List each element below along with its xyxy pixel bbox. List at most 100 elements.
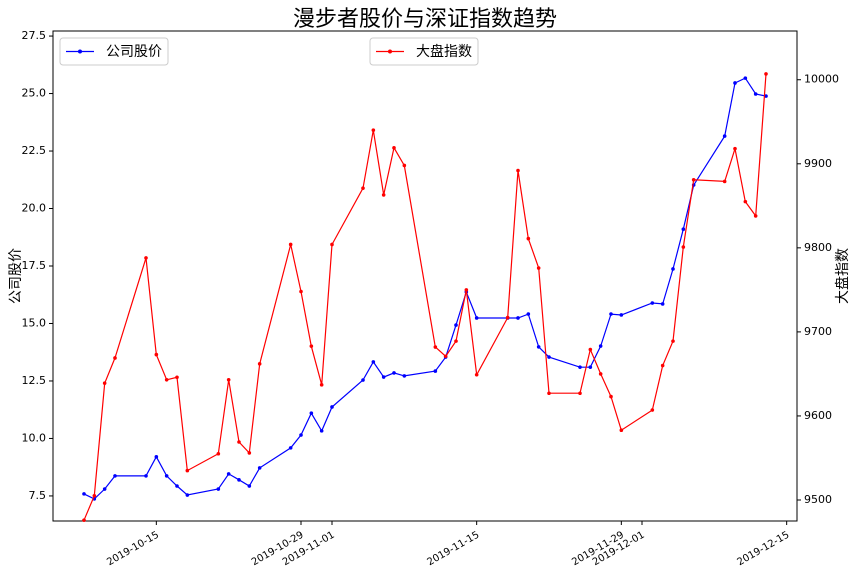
x-tick-label: 2019-12-15 (736, 530, 792, 569)
point (681, 245, 686, 249)
point (764, 72, 768, 76)
point (257, 362, 262, 366)
point (361, 378, 365, 382)
point (578, 365, 582, 369)
point (82, 492, 86, 496)
point (175, 484, 179, 488)
legend-label: 公司股价 (106, 44, 162, 60)
series-line (83, 73, 767, 521)
point (464, 288, 469, 292)
point (526, 312, 531, 316)
point (402, 163, 407, 168)
legend-label: 大盘指数 (416, 43, 472, 60)
y-tick-label: 12.5 (22, 374, 47, 387)
plot-frame (52, 30, 798, 522)
point (237, 478, 241, 482)
legend: 公司股价 (59, 37, 169, 66)
point (247, 484, 252, 488)
point (371, 128, 376, 132)
point (330, 242, 334, 247)
point (722, 134, 727, 138)
point (516, 168, 520, 173)
point (474, 372, 479, 377)
point (185, 493, 190, 497)
point (505, 315, 510, 320)
y2-tick-label: 9600 (804, 409, 832, 422)
point (650, 408, 655, 412)
point (753, 214, 758, 218)
legend-marker (388, 49, 392, 54)
point (660, 302, 665, 306)
point (361, 186, 365, 190)
y-tick-label: 25.0 (22, 87, 47, 100)
point (588, 365, 593, 369)
point (743, 199, 748, 204)
y2-axis-label: 大盘指数 (834, 248, 851, 304)
y-tick-label: 10.0 (22, 431, 47, 444)
point (671, 339, 675, 343)
point (536, 266, 541, 270)
point (433, 345, 438, 349)
point (226, 472, 231, 476)
point (402, 374, 407, 378)
point (102, 381, 107, 385)
point (516, 316, 520, 320)
point (309, 344, 314, 348)
point (288, 446, 293, 450)
chart-title: 漫步者股价与深证指数趋势 (293, 7, 557, 32)
y-tick-label: 7.5 (29, 489, 47, 502)
point (598, 344, 603, 348)
y2-tick-label: 9800 (804, 241, 832, 254)
point (392, 371, 396, 375)
point (216, 487, 221, 491)
point (588, 347, 593, 352)
point (226, 377, 231, 382)
point (433, 369, 438, 373)
point (691, 177, 696, 182)
point (185, 468, 190, 473)
point (650, 301, 655, 305)
point (247, 451, 252, 455)
y2-tick-label: 9900 (804, 157, 832, 170)
point (381, 375, 386, 379)
legend-box (59, 37, 169, 66)
point (164, 474, 169, 478)
point (144, 474, 148, 478)
point (454, 323, 458, 327)
point (443, 354, 448, 359)
point (764, 94, 768, 98)
point (619, 428, 624, 433)
y2-tick-label: 9700 (804, 325, 832, 338)
point (299, 433, 303, 437)
point (743, 76, 748, 80)
point (598, 372, 603, 376)
point (102, 487, 107, 491)
point (733, 81, 737, 85)
point (92, 493, 97, 498)
point (288, 242, 293, 247)
point (609, 394, 613, 399)
point (454, 339, 458, 343)
y-tick-label: 17.5 (22, 259, 47, 272)
point (154, 352, 159, 357)
point (722, 179, 727, 184)
point (619, 313, 624, 317)
point (216, 451, 221, 456)
x-tick-label: 2019-10-15 (105, 530, 161, 569)
y2-tick-label: 10000 (804, 73, 839, 86)
point (82, 518, 86, 522)
point (175, 375, 179, 380)
x-tick-label: 2019-11-15 (426, 530, 482, 569)
point (309, 411, 314, 415)
point (299, 289, 303, 294)
point (578, 391, 582, 396)
point (547, 355, 551, 359)
point (526, 236, 531, 241)
point (381, 193, 386, 197)
point (660, 363, 665, 368)
point (319, 383, 324, 387)
point (113, 356, 117, 360)
point (681, 227, 686, 232)
legend-marker (78, 49, 82, 54)
